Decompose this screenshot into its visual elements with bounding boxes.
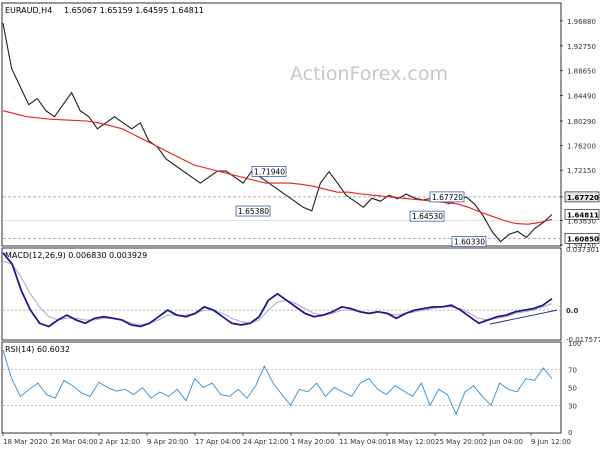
price-tag-box-1 xyxy=(564,191,600,203)
price-tag-label-3: 1.60850 xyxy=(567,235,599,243)
annotation-label-5: 1.60330 xyxy=(454,237,485,246)
annotation-label-1: 1.71940 xyxy=(254,167,285,176)
price-tick-label-7: 1.72150 xyxy=(567,167,596,175)
x-tick-label-7: 1 May 20:00 xyxy=(291,438,335,446)
x-tick-label-4: 9 Apr 20:00 xyxy=(147,438,188,446)
rsi-layer xyxy=(2,349,560,416)
macd-trendline xyxy=(489,309,558,325)
rsi-tick-label-1: 100 xyxy=(568,340,581,348)
axis-layer: 1.96880 1.92750 1.88650 1.84490 1.80290 1.762… xyxy=(2,18,600,446)
moving-average-line xyxy=(2,110,553,225)
annotation-label-2: 1.65380 xyxy=(238,207,269,216)
price-tag-label-1: 1.67720 xyxy=(567,194,599,202)
x-tick-label-9: 18 May 12:00 xyxy=(387,438,435,446)
rsi-tick-label-4: 30 xyxy=(568,402,577,410)
macd-signal-line xyxy=(2,260,553,326)
macd-main-line xyxy=(2,252,553,328)
price-series-line xyxy=(2,23,553,243)
macd-tick-label-3: -0.017577 xyxy=(566,336,600,344)
price-layer: 1.71940 1.65380 1.67720 1.64530 1.60330 xyxy=(2,23,560,247)
price-tick-label-6: 1.76200 xyxy=(567,143,596,151)
x-tick-label-8: 11 May 04:00 xyxy=(339,438,387,446)
macd-layer xyxy=(2,252,560,328)
x-tick-label-2: 26 Mar 04:00 xyxy=(51,438,98,446)
price-tick-label-1: 1.96880 xyxy=(567,18,596,26)
price-tick-label-9: 1.63830 xyxy=(567,217,596,225)
x-tick-label-3: 2 Apr 12:00 xyxy=(99,438,140,446)
annotation-box-4 xyxy=(409,210,445,222)
annotation-label-3: 1.67720 xyxy=(432,193,463,202)
x-tick-label-11: 2 Jun 04:00 xyxy=(483,438,523,446)
macd-tick-label-2: 0.0 xyxy=(566,307,579,315)
x-tick-label-12: 9 Jun 12:00 xyxy=(531,438,571,446)
annotation-box-5 xyxy=(451,236,487,247)
chart-symbol: EURAUD,H4 xyxy=(5,6,52,15)
rsi-tick-label-5: 0 xyxy=(568,429,572,437)
price-tick-label-2: 1.92750 xyxy=(567,43,596,51)
price-tick-label-4: 1.84490 xyxy=(567,93,596,101)
annotation-box-3 xyxy=(429,191,465,203)
x-tick-label-1: 18 Mar 2020 xyxy=(3,438,47,446)
rsi-line xyxy=(2,349,553,416)
annotation-box-2 xyxy=(235,205,271,217)
price-tag-box-2 xyxy=(564,209,600,220)
rsi-tick-label-3: 50 xyxy=(568,385,577,393)
annotation-label-4: 1.64530 xyxy=(412,212,443,221)
price-tick-label-3: 1.88650 xyxy=(567,68,596,76)
rsi-panel xyxy=(1,341,562,434)
x-tick-label-6: 24 Apr 12:00 xyxy=(243,438,289,446)
price-panel xyxy=(1,2,562,247)
watermark: ActionForex.com xyxy=(290,63,448,85)
price-tick-label-5: 1.80290 xyxy=(567,118,596,126)
x-tick-label-5: 17 Apr 04:00 xyxy=(195,438,241,446)
rsi-title: RSI(14) 60.6032 xyxy=(5,345,70,354)
x-tick-label-10: 25 May 20:00 xyxy=(435,438,483,446)
price-tag-label-2: 1.64811 xyxy=(567,211,599,219)
annotation-box-1 xyxy=(251,166,287,177)
macd-panel xyxy=(1,247,562,341)
chart-ohlc: 1.65067 1.65159 1.64595 1.64811 xyxy=(64,6,204,15)
macd-title: MACD(12,26,9) 0.006830 0.003929 xyxy=(5,251,147,260)
macd-tick-label-1: 0.037301 xyxy=(566,246,599,254)
price-tick-label-10: 1.59750 xyxy=(567,242,596,250)
price-tag-box-3 xyxy=(564,233,600,244)
rsi-tick-label-2: 70 xyxy=(568,367,577,375)
